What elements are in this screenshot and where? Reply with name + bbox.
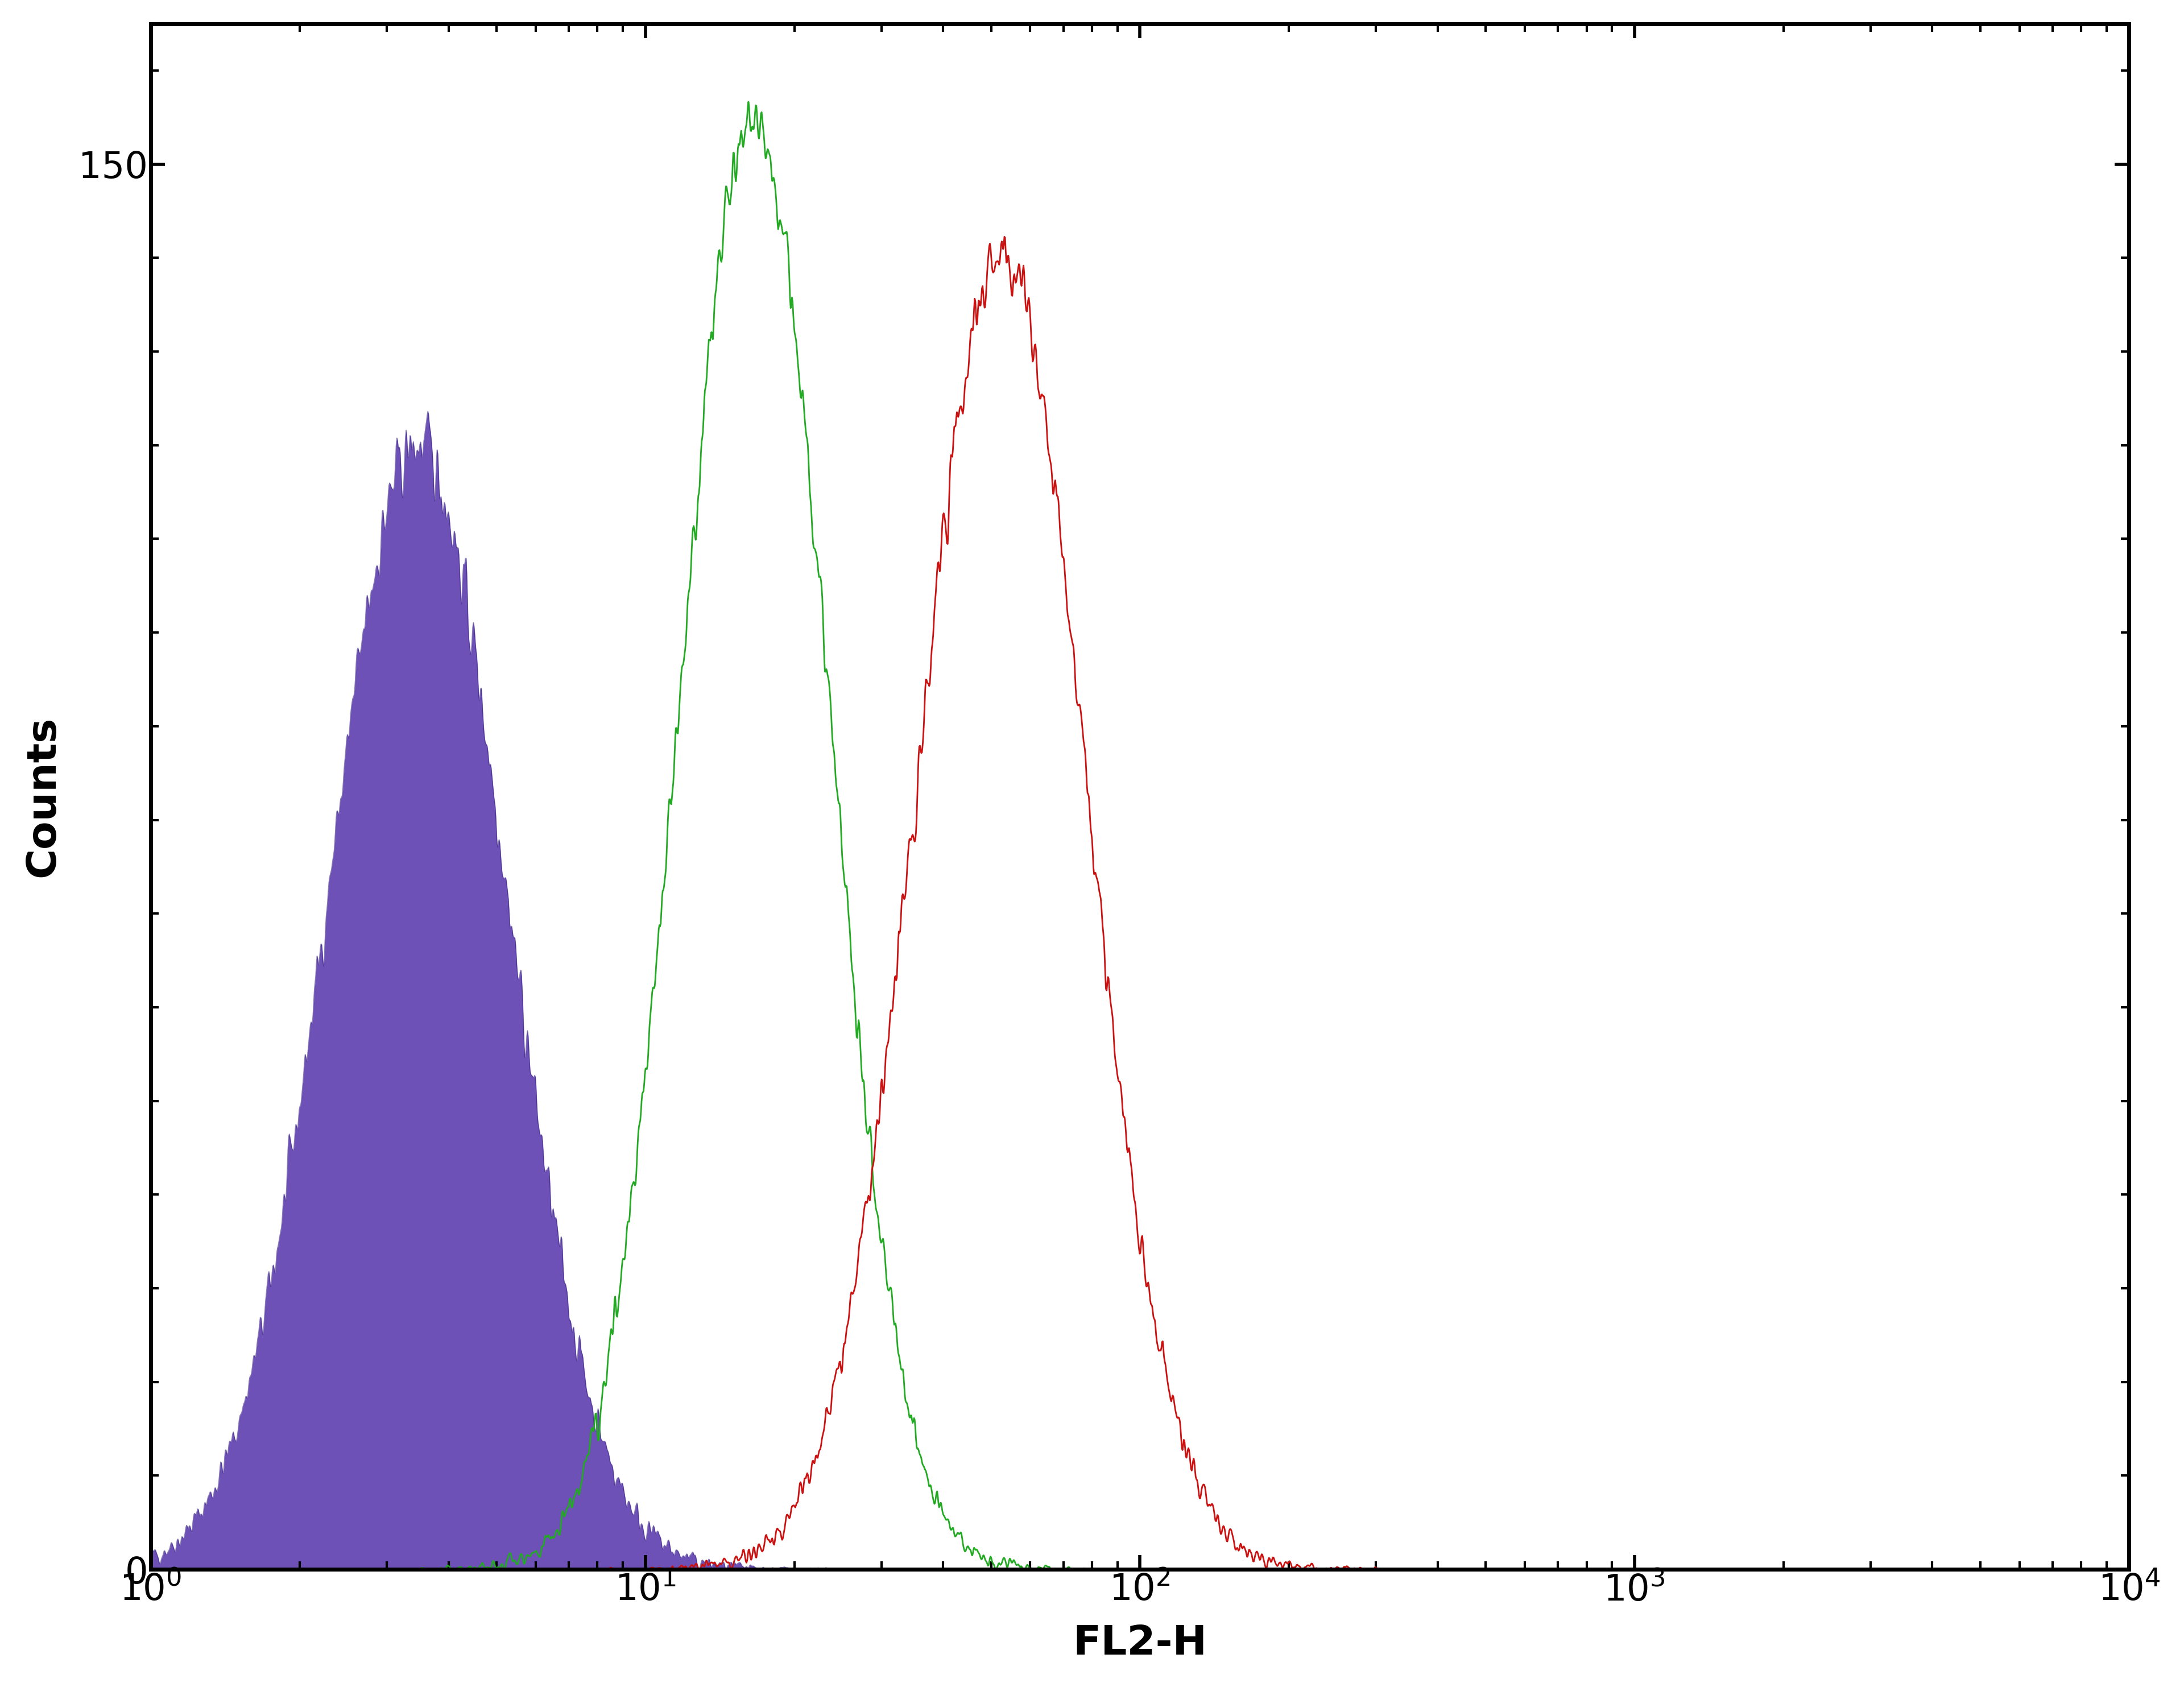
X-axis label: FL2-H: FL2-H [1072, 1625, 1208, 1663]
Y-axis label: Counts: Counts [24, 715, 63, 877]
